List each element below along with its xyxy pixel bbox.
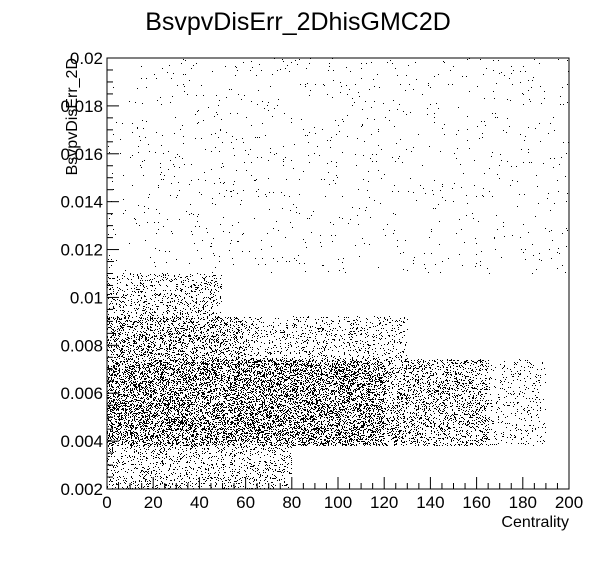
y-tick-label: 0.006 <box>60 384 103 403</box>
x-tick-label: 160 <box>462 493 490 512</box>
y-tick-label: 0.012 <box>60 241 103 260</box>
x-tick-label: 80 <box>282 493 301 512</box>
scatter-points <box>107 58 569 489</box>
y-tick-label: 0.008 <box>60 336 103 355</box>
y-tick-label: 0.016 <box>60 145 103 164</box>
chart-title: BsvpvDisErr_2DhisGMC2D <box>145 8 451 36</box>
x-tick-label: 200 <box>555 493 583 512</box>
y-tick-label: 0.002 <box>60 480 103 499</box>
x-tick-label: 120 <box>370 493 398 512</box>
y-tick-label: 0.02 <box>70 49 103 68</box>
x-tick-label: 40 <box>190 493 209 512</box>
x-tick-label: 0 <box>102 493 111 512</box>
x-tick-label: 60 <box>236 493 255 512</box>
y-tick-label: 0.01 <box>70 288 103 307</box>
x-tick-label: 140 <box>416 493 444 512</box>
x-tick-label: 100 <box>324 493 352 512</box>
y-axis-title: BsvpvDisErr_2D <box>64 58 81 175</box>
x-tick-label: 20 <box>144 493 163 512</box>
scatter-point-cloud <box>107 58 569 489</box>
x-tick-label: 180 <box>509 493 537 512</box>
y-axis: 0.002 0.004 0.006 0.008 0.01 0.012 0.014 0.016 0… <box>60 49 119 499</box>
y-tick-label: 0.018 <box>60 97 103 116</box>
y-tick-label: 0.004 <box>60 432 103 451</box>
x-axis-title: Centrality <box>501 514 569 531</box>
x-axis: 0 20 40 60 80 100 120 140 160 180 200 <box>102 477 583 512</box>
y-tick-label: 0.014 <box>60 193 103 212</box>
